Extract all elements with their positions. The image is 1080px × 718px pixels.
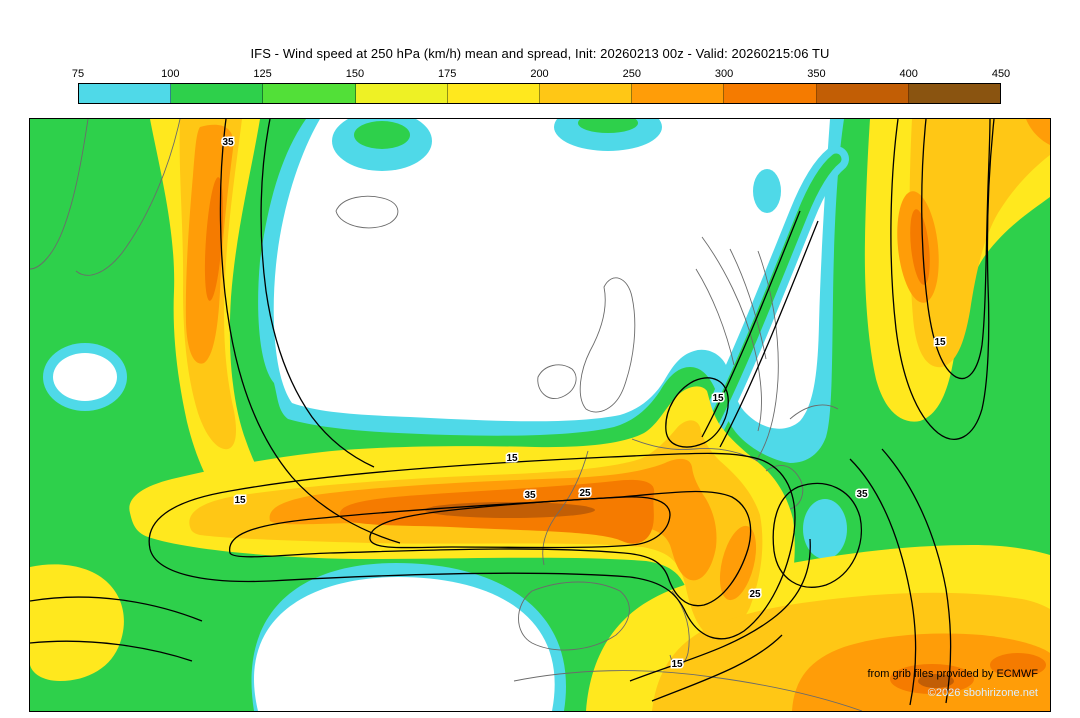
calm-region-south-atlantic [253,577,555,711]
wind-region-yellow-bottom-left [30,564,124,681]
contour-label: 15 [234,495,246,506]
colorbar-tick: 200 [530,68,549,80]
colorbar-tick: 75 [71,68,85,80]
spread-contour [219,119,401,544]
colorbar-tick: 175 [438,68,457,80]
contour-label: 35 [222,137,234,148]
page-title: IFS - Wind speed at 250 hPa (km/h) mean … [250,46,830,61]
coastline-baltic [765,464,804,510]
spread-contour [719,220,819,448]
wind-core-dark-left-jet [204,177,224,301]
contour-labels: 35 15 15 35 25 15 25 15 35 15 [221,136,948,672]
spread-contour [30,640,193,662]
coastline-greenland-east [75,119,181,276]
colorbar-tick: 125 [253,68,272,80]
spread-contours [30,119,995,706]
coastline-finland [789,404,839,420]
colorbar-segment [171,84,264,103]
contour-label: 35 [524,490,536,501]
coastline-iceland [335,195,399,229]
spread-contour [890,119,995,440]
green-core-iceland-patch [354,121,410,149]
colorbar-tick: 300 [714,68,734,80]
coastline-norway-fjords-1 [695,268,735,366]
wind-core-dark-right-band [910,209,930,285]
deep-core-field [425,502,954,688]
wind-region-orange-corner [1026,119,1050,145]
wind-map-svg: 35 15 15 35 25 15 25 15 35 15 from grib … [30,119,1050,711]
streak-northsea-green [704,153,842,435]
colorbar-segment [355,84,448,103]
colorbar-tick: 450 [991,68,1011,80]
cyan-patch-scandinavia [753,169,781,213]
colorbar-segment [632,84,725,103]
spread-contour [148,452,796,640]
spread-contour [665,377,729,448]
contour-label: 15 [671,659,683,670]
coastline-great-britain [579,277,636,413]
wind-speed-colorbar [78,83,1001,104]
contour-label: 25 [749,589,761,600]
colorbar-tick: 150 [345,68,365,80]
coastline-france [542,450,589,566]
spread-contour [369,496,671,549]
colorbar-tick: 100 [161,68,180,80]
spread-contour [849,458,917,706]
coastline-greenland [30,119,89,270]
contour-label: 15 [712,393,724,404]
calm-notch-left [53,353,117,401]
credit-copyright: ©2026 sbohirizone.net [928,687,1038,699]
contour-label: 35 [856,489,868,500]
colorbar-tick: 250 [622,68,641,80]
colorbar-segment [816,84,909,103]
wind-core-deep-atlantic [425,502,595,518]
spread-contour [701,210,801,438]
wind-core-deep-bottom-right [918,674,954,688]
spread-contour [629,538,811,682]
colorbar-segment [540,84,633,103]
map-credits: from grib files provided by ECMWF ©2026 … [867,668,1038,699]
colorbar-segment [263,84,356,103]
contour-label: 15 [506,453,518,464]
contour-label: 25 [579,488,591,499]
spread-contour [30,596,203,622]
spread-contour [260,119,375,468]
colorbar-segment [908,84,1001,103]
spread-contour [772,482,862,588]
coastline-ireland [537,364,577,399]
coastline-norway [701,236,762,432]
colorbar-tick: 400 [899,68,918,80]
contour-label: 15 [934,337,946,348]
green-core-norwegian-patch [578,119,638,133]
cyan-swirl-biscay [803,499,847,559]
colorbar-segment [724,84,817,103]
coastline-north-sea-south [631,438,759,462]
coastlines [30,119,863,711]
calm-regions [253,119,830,711]
spread-contour [229,490,752,607]
colorbar-segment [79,84,172,103]
wind-region-gold-right-band [909,119,1050,368]
colorbar-segment [447,84,541,103]
colorbar-tick: 350 [807,68,826,80]
colorbar-tick-labels: 75 100 125 150 175 200 250 300 350 400 4… [72,68,1010,81]
coastline-iberia [518,581,630,651]
coastline-norway-fjords-2 [729,248,767,360]
wind-region-orange-bend [719,525,757,601]
spread-contour [921,119,991,380]
calm-region-central-europe [273,119,830,429]
wind-core-dark-bottom-right-2 [990,653,1046,677]
coastline-sweden [755,250,779,462]
spread-contour [881,448,952,704]
map-frame: 35 15 15 35 25 15 25 15 35 15 from grib … [29,118,1051,712]
spread-contour [651,634,783,702]
credit-ecmwf: from grib files provided by ECMWF [867,668,1038,680]
